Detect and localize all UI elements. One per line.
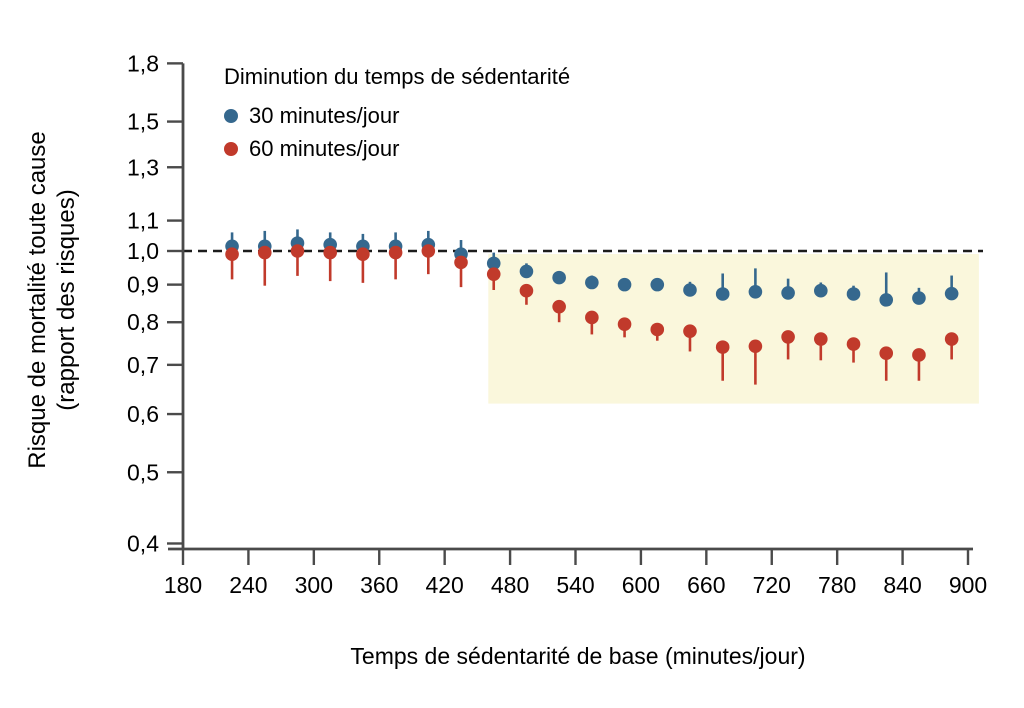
legend-marker-30min-icon	[224, 109, 238, 123]
x-tick-label: 300	[295, 572, 333, 598]
x-tick-label: 720	[753, 572, 791, 598]
y-tick-label: 1,8	[127, 50, 159, 76]
data-point-60min	[421, 244, 436, 258]
y-tick-label: 0,4	[127, 530, 159, 556]
x-tick-label: 180	[164, 572, 202, 598]
data-point-60min	[814, 332, 828, 346]
legend-item-60min: 60 minutes/jour	[224, 136, 570, 162]
data-point-60min	[781, 330, 795, 344]
legend-title: Diminution du temps de sédentarité	[224, 64, 571, 89]
y-tick-label: 0,5	[127, 459, 159, 485]
x-tick-label: 840	[883, 572, 921, 598]
data-point-60min	[552, 299, 566, 314]
x-tick-label: 240	[229, 572, 267, 598]
legend: Diminution du temps de sédentarité 30 mi…	[224, 64, 570, 162]
y-tick-label: 0,6	[127, 401, 159, 427]
y-tick-label: 1,1	[127, 208, 159, 234]
y-tick-label: 1,5	[127, 109, 159, 135]
data-point-60min	[585, 310, 599, 325]
x-axis-title: Temps de sédentarité de base (minutes/jo…	[350, 643, 806, 669]
data-point-30min	[715, 287, 730, 301]
x-tick-label: 600	[622, 572, 660, 598]
y-tick-label: 1,3	[127, 154, 159, 180]
data-point-30min	[683, 283, 697, 297]
x-tick-label: 480	[491, 572, 529, 598]
data-point-60min	[225, 247, 239, 262]
y-axis-title-line1: Risque de mortalité toute cause	[24, 131, 51, 469]
x-tick-label: 420	[425, 572, 463, 598]
data-point-60min	[257, 245, 272, 260]
data-point-60min	[944, 332, 959, 346]
data-point-30min	[650, 277, 665, 292]
x-tick-label: 780	[818, 572, 856, 598]
data-point-30min	[552, 270, 566, 285]
y-tick-label: 0,8	[127, 309, 159, 335]
data-point-60min	[388, 245, 403, 260]
data-point-30min	[879, 293, 894, 307]
data-point-60min	[912, 348, 926, 362]
data-point-30min	[585, 275, 599, 290]
data-point-60min	[715, 340, 730, 354]
x-tick-label: 900	[949, 572, 987, 598]
y-tick-label: 1,0	[127, 238, 159, 264]
data-point-30min	[912, 291, 926, 305]
legend-marker-60min-icon	[224, 142, 238, 156]
data-point-60min	[617, 317, 632, 332]
x-tick-label: 660	[687, 572, 725, 598]
data-point-30min	[519, 264, 534, 279]
y-axis-title: Risque de mortalité toute cause (rapport…	[23, 131, 81, 469]
data-point-30min	[781, 286, 795, 300]
data-point-60min	[879, 346, 894, 361]
highlight-region	[488, 254, 979, 404]
data-point-60min	[683, 324, 697, 338]
y-axis-title-line2: (rapport des risques)	[53, 189, 80, 411]
data-point-60min	[650, 322, 665, 337]
data-point-30min	[748, 285, 763, 299]
legend-label-30min: 30 minutes/jour	[249, 103, 400, 128]
data-point-30min	[486, 256, 501, 271]
data-point-60min	[356, 247, 370, 262]
data-point-30min	[944, 286, 959, 301]
data-point-30min	[814, 283, 828, 298]
x-tick-label: 360	[360, 572, 398, 598]
data-point-60min	[846, 337, 861, 351]
data-point-60min	[486, 267, 501, 281]
data-point-60min	[748, 339, 763, 354]
data-point-60min	[454, 255, 468, 270]
data-point-60min	[519, 283, 534, 298]
x-tick-label: 540	[556, 572, 594, 598]
y-tick-label: 0,9	[127, 272, 159, 298]
legend-item-30min: 30 minutes/jour	[224, 103, 570, 129]
legend-label-60min: 60 minutes/jour	[249, 136, 400, 161]
y-tick-label: 0,7	[127, 352, 159, 378]
data-point-60min	[323, 245, 337, 260]
data-point-30min	[617, 277, 632, 292]
data-point-60min	[290, 244, 305, 258]
data-point-30min	[846, 287, 861, 301]
